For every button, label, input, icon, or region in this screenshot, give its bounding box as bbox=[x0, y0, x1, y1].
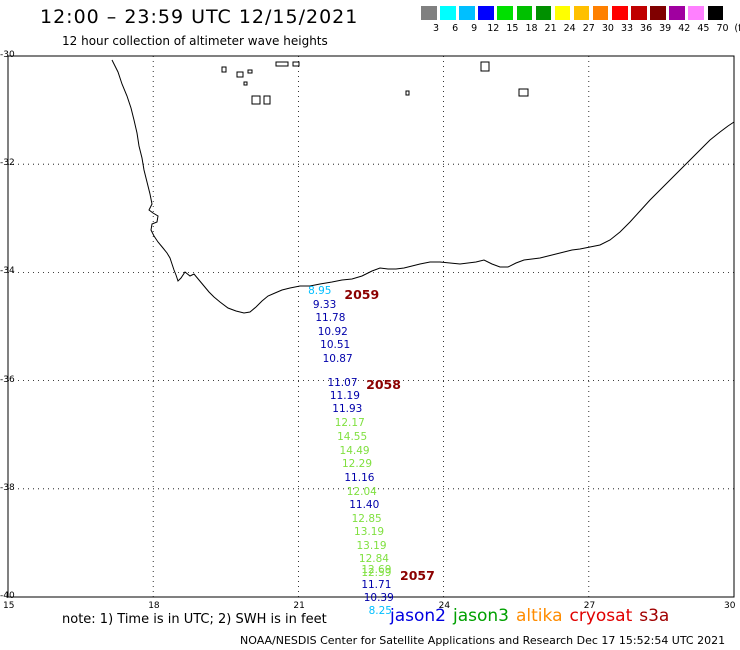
satellite-name: s3a bbox=[639, 606, 670, 626]
longitude-label: 24 bbox=[438, 601, 451, 611]
wave-height-value: 12.85 bbox=[351, 512, 382, 525]
color-swatch bbox=[707, 6, 723, 20]
coastline bbox=[111, 59, 735, 314]
satellite-name: altika bbox=[516, 606, 563, 626]
wave-height-value: 10.87 bbox=[322, 352, 353, 365]
color-scale-label: (ft) bbox=[734, 23, 740, 34]
color-swatch bbox=[650, 6, 666, 20]
color-scale-label: 45 bbox=[697, 23, 710, 34]
latitude-label: -38 bbox=[0, 482, 15, 493]
longitude-label: 27 bbox=[583, 601, 596, 611]
latitude-label: -36 bbox=[0, 374, 15, 385]
wave-height-value: 11.40 bbox=[349, 499, 380, 512]
wave-height-value: 11.07 bbox=[327, 377, 358, 390]
wave-height-value: 13.19 bbox=[354, 526, 385, 539]
color-scale-label: 42 bbox=[678, 23, 691, 34]
longitude-label: 21 bbox=[293, 601, 305, 611]
color-swatch bbox=[440, 6, 456, 20]
color-scale-label: 70 bbox=[716, 23, 729, 34]
color-scale-label: 24 bbox=[563, 23, 576, 34]
color-scale-label: 27 bbox=[582, 23, 595, 34]
wave-height-value: 11.78 bbox=[315, 311, 346, 324]
color-swatch bbox=[688, 6, 704, 20]
wave-height-value: 12.29 bbox=[341, 458, 373, 471]
color-swatch bbox=[421, 6, 437, 20]
color-scale-label: 30 bbox=[601, 23, 614, 34]
wave-height-value: 13.19 bbox=[356, 539, 387, 552]
islands bbox=[221, 61, 529, 105]
wave-height-value: 12.04 bbox=[346, 485, 377, 498]
credit-line: NOAA/NESDIS Center for Satellite Applica… bbox=[240, 634, 726, 647]
wave-height-value: 8.25 bbox=[368, 605, 392, 618]
color-scale-label: 33 bbox=[620, 23, 634, 34]
color-swatch bbox=[516, 6, 532, 20]
graticule bbox=[8, 56, 734, 597]
wave-height-value: 12.69 bbox=[361, 563, 392, 576]
color-swatch bbox=[669, 6, 685, 20]
satellite-name: jason2 bbox=[390, 606, 446, 626]
wave-height-value: 14.55 bbox=[337, 431, 368, 444]
satellite-name: jason3 bbox=[453, 606, 509, 626]
map-subtitle: 12 hour collection of altimeter wave hei… bbox=[62, 34, 328, 48]
wave-height-value: 11.93 bbox=[332, 403, 363, 416]
wave-height-value: 14.49 bbox=[339, 444, 370, 457]
latitude-label: -30 bbox=[0, 50, 15, 60]
color-swatch bbox=[631, 6, 647, 20]
wave-height-value: 11.16 bbox=[344, 471, 375, 484]
color-swatch bbox=[612, 6, 628, 20]
wave-height-value: 10.92 bbox=[317, 325, 348, 338]
color-scale-label: 18 bbox=[525, 23, 538, 34]
pass-number-label: 2058 bbox=[366, 377, 401, 393]
color-swatch bbox=[554, 6, 571, 20]
wave-height-value: 9.33 bbox=[312, 298, 337, 311]
longitude-label: 30 bbox=[724, 601, 736, 611]
wave-height-value: 11.19 bbox=[329, 389, 360, 402]
color-swatch bbox=[497, 6, 513, 20]
map-title: 12:00 – 23:59 UTC 12/15/2021 bbox=[40, 6, 359, 28]
wave-height-value: 12.84 bbox=[358, 553, 389, 566]
latitude-label: -32 bbox=[0, 158, 15, 169]
longitude-label: 18 bbox=[148, 601, 160, 611]
pass-number-label: 2059 bbox=[344, 287, 380, 303]
wave-height-value: 10.51 bbox=[320, 339, 351, 352]
wave-height-value: 10.39 bbox=[363, 592, 394, 605]
color-scale-label: 12 bbox=[487, 23, 500, 34]
color-scale-label: 39 bbox=[659, 23, 672, 34]
wave-height-value: 12.59 bbox=[361, 566, 392, 579]
color-scale-label: 3 bbox=[432, 23, 440, 34]
latitude-label: -34 bbox=[0, 266, 15, 277]
wave-height-value: 12.17 bbox=[334, 416, 365, 429]
color-scale-label: 36 bbox=[640, 23, 653, 34]
latitude-label: -40 bbox=[0, 591, 15, 601]
color-scale-label: 6 bbox=[452, 23, 459, 34]
satellite-legend: jason2 jason3 altika cryosat s3a bbox=[390, 606, 676, 626]
pass-number-label: 2057 bbox=[400, 568, 435, 584]
map-frame bbox=[7, 55, 735, 598]
satellite-name: cryosat bbox=[569, 606, 633, 626]
color-swatch bbox=[478, 6, 494, 20]
color-swatch bbox=[535, 6, 552, 20]
wave-height-value: 11.71 bbox=[361, 579, 392, 592]
color-swatch bbox=[592, 6, 609, 20]
color-scale-label: 21 bbox=[544, 23, 557, 34]
color-swatch bbox=[573, 6, 590, 20]
color-swatch bbox=[459, 6, 475, 20]
color-scale-label: 15 bbox=[506, 23, 519, 34]
color-scale-label: 9 bbox=[471, 23, 478, 34]
wave-height-value: 8.95 bbox=[308, 285, 332, 298]
longitude-label: 15 bbox=[3, 601, 15, 611]
footer-note: note: 1) Time is in UTC; 2) SWH is in fe… bbox=[62, 612, 327, 627]
